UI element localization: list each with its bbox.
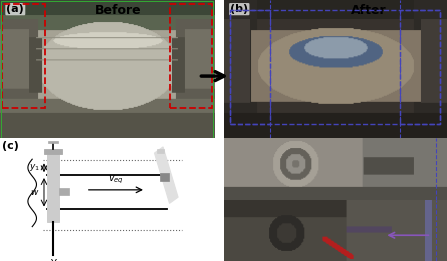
Bar bbox=[2, 4, 45, 108]
Bar bbox=[48, 141, 58, 143]
Text: (c): (c) bbox=[2, 141, 19, 151]
Text: (a): (a) bbox=[6, 4, 24, 14]
Bar bbox=[169, 4, 212, 108]
Bar bbox=[47, 154, 59, 222]
Bar bbox=[156, 149, 164, 153]
Text: Y: Y bbox=[50, 259, 56, 261]
Text: Before: Before bbox=[95, 4, 141, 17]
Bar bbox=[44, 149, 62, 154]
Bar bbox=[230, 10, 440, 124]
Text: $y_1$: $y_1$ bbox=[29, 162, 40, 173]
Bar bbox=[230, 10, 270, 124]
Text: After: After bbox=[351, 4, 387, 17]
Bar bbox=[400, 10, 440, 124]
Polygon shape bbox=[155, 147, 178, 203]
Bar bbox=[160, 173, 169, 181]
Bar bbox=[59, 188, 69, 195]
Text: (b): (b) bbox=[230, 4, 249, 14]
Text: $w$: $w$ bbox=[30, 188, 40, 197]
Text: $v_{eq}$: $v_{eq}$ bbox=[108, 174, 124, 186]
